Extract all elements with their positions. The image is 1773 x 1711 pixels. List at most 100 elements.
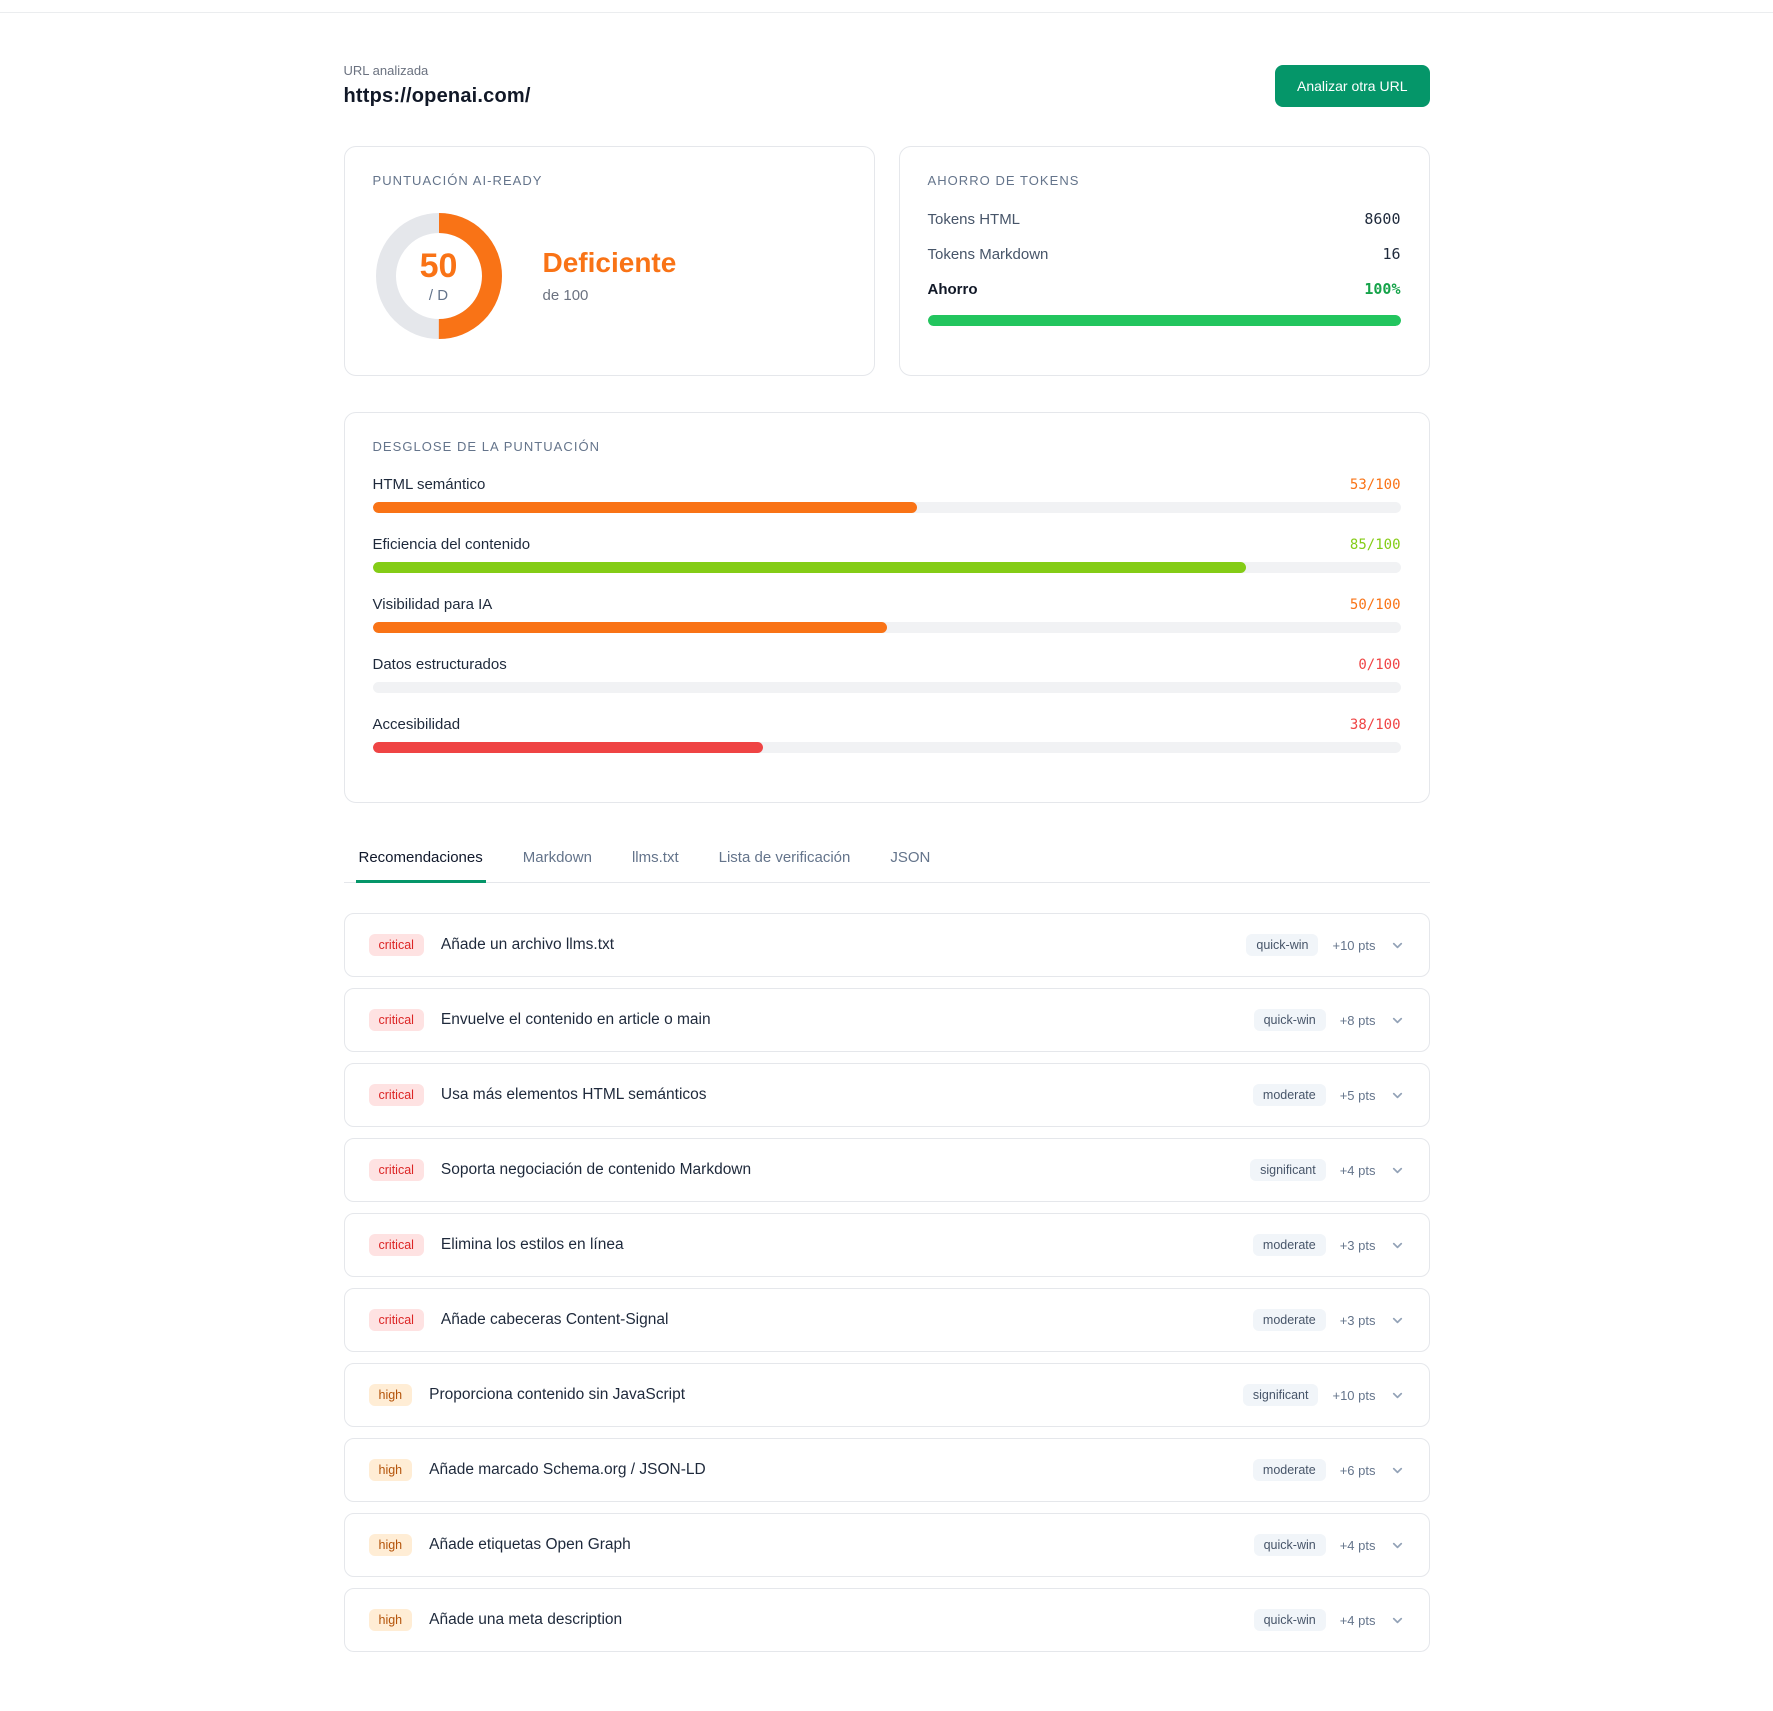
score-donut-gauge: 50 / D [373, 210, 505, 342]
points-label: +3 pts [1339, 1312, 1376, 1328]
tab[interactable]: Recomendaciones [355, 839, 486, 883]
metric-label: Eficiencia del contenido [372, 536, 531, 553]
token-row: Tokens Markdown 16 [928, 245, 1401, 263]
severity-badge: critical [368, 1083, 424, 1107]
recommendation-row[interactable]: critical Elimina los estilos en línea mo… [343, 1213, 1430, 1277]
savings-value: 100% [1364, 280, 1401, 298]
token-rows: Tokens HTML 8600 Tokens Markdown 16 Ahor… [927, 210, 1401, 326]
score-of-label: de 100 [542, 286, 589, 304]
metric-bar-track [372, 562, 1401, 573]
recommendation-title: Añade etiquetas Open Graph [429, 1536, 631, 1553]
chevron-down-icon[interactable] [1390, 938, 1405, 953]
savings-label: Ahorro [927, 280, 978, 298]
metric-label: Datos estructurados [372, 656, 507, 673]
gauge-center: 50 / D [373, 210, 505, 342]
recommendation-right: quick-win +4 pts [1253, 1608, 1405, 1632]
severity-badge: critical [368, 1008, 424, 1032]
effort-badge: quick-win [1253, 1608, 1326, 1632]
chevron-down-icon[interactable] [1390, 1163, 1405, 1178]
recommendation-right: quick-win +4 pts [1253, 1533, 1405, 1557]
analyze-another-url-button[interactable]: Analizar otra URL [1275, 64, 1430, 107]
chevron-down-icon[interactable] [1390, 1538, 1405, 1553]
metric-head: Accesibilidad 38/100 [373, 716, 1401, 733]
recommendation-row[interactable]: high Proporciona contenido sin JavaScrip… [343, 1363, 1430, 1427]
points-label: +8 pts [1339, 1012, 1376, 1028]
score-card-title: PUNTUACIÓN AI-READY [372, 173, 543, 188]
tab[interactable]: JSON [890, 849, 931, 866]
severity-badge: high [368, 1608, 413, 1632]
recommendation-right: moderate +6 pts [1252, 1458, 1405, 1482]
severity-badge: high [368, 1383, 413, 1407]
recommendations-list: critical Añade un archivo llms.txt quick… [343, 913, 1430, 1652]
recommendation-title: Soporta negociación de contenido Markdow… [440, 1161, 752, 1178]
recommendation-title: Añade un archivo llms.txt [440, 936, 615, 953]
analyzed-url: https://openai.com/ [343, 85, 531, 107]
metric-label: Visibilidad para IA [372, 596, 493, 613]
recommendation-left: critical Añade cabeceras Content-Signal [368, 1308, 669, 1332]
effort-badge: moderate [1252, 1233, 1326, 1257]
breakdown-metric: Visibilidad para IA 50/100 [372, 596, 1401, 633]
metric-head: HTML semántico 53/100 [373, 476, 1401, 493]
metric-score: 38/100 [1349, 717, 1401, 733]
recommendation-right: moderate +3 pts [1252, 1233, 1405, 1257]
score-breakdown-card: DESGLOSE DE LA PUNTUACIÓN HTML semántico… [343, 412, 1430, 803]
breakdown-metrics: HTML semántico 53/100 Eficiencia del con… [372, 476, 1401, 753]
recommendation-row[interactable]: high Añade una meta description quick-wi… [343, 1588, 1430, 1652]
recommendation-title: Añade cabeceras Content-Signal [440, 1311, 669, 1328]
gauge-svg [375, 213, 502, 339]
recommendation-row[interactable]: critical Usa más elementos HTML semántic… [343, 1063, 1430, 1127]
recommendation-row[interactable]: high Añade etiquetas Open Graph quick-wi… [343, 1513, 1430, 1577]
metric-bar-track [372, 742, 1401, 753]
chevron-down-icon[interactable] [1390, 1238, 1405, 1253]
metric-label: HTML semántico [372, 476, 486, 493]
points-label: +6 pts [1339, 1462, 1376, 1478]
recommendation-right: moderate +5 pts [1252, 1083, 1405, 1107]
chevron-down-icon[interactable] [1390, 1388, 1405, 1403]
recommendation-row[interactable]: critical Añade un archivo llms.txt quick… [343, 913, 1430, 977]
metric-head: Datos estructurados 0/100 [373, 656, 1401, 673]
recommendation-left: critical Usa más elementos HTML semántic… [368, 1083, 707, 1107]
recommendation-row[interactable]: critical Soporta negociación de contenid… [343, 1138, 1430, 1202]
score-gauge-wrap: 50 / D Deficiente de 100 [373, 210, 846, 342]
points-label: +5 pts [1339, 1087, 1376, 1103]
chevron-down-icon[interactable] [1390, 1463, 1405, 1478]
metric-bar-fill [372, 502, 918, 513]
savings-progress-fill [927, 315, 1401, 326]
metric-bar-fill [372, 742, 764, 753]
verdict-block: Deficiente de 100 [542, 247, 677, 304]
metric-score: 85/100 [1349, 537, 1401, 553]
points-label: +4 pts [1339, 1162, 1376, 1178]
effort-badge: quick-win [1253, 1008, 1326, 1032]
tokens-card-title: AHORRO DE TOKENS [927, 173, 1080, 188]
metric-score: 53/100 [1349, 477, 1401, 493]
result-tabs: Recomendaciones Markdown llms.txt Lista … [343, 839, 1430, 883]
tab[interactable]: Lista de verificación [718, 849, 851, 866]
severity-badge: high [368, 1533, 413, 1557]
tab[interactable]: llms.txt [631, 849, 679, 866]
effort-badge: significant [1250, 1158, 1326, 1182]
token-row-label: Tokens Markdown [927, 245, 1049, 263]
effort-badge: quick-win [1253, 1533, 1326, 1557]
token-row: Tokens HTML 8600 [928, 210, 1401, 228]
tab[interactable]: Markdown [522, 849, 592, 866]
points-label: +3 pts [1339, 1237, 1376, 1253]
summary-cards-row: PUNTUACIÓN AI-READY 50 / D Deficiente de… [343, 146, 1430, 376]
recommendation-row[interactable]: critical Añade cabeceras Content-Signal … [343, 1288, 1430, 1352]
metric-bar-track [372, 622, 1401, 633]
score-value: 50 [419, 246, 458, 285]
chevron-down-icon[interactable] [1390, 1013, 1405, 1028]
breakdown-metric: Accesibilidad 38/100 [372, 716, 1401, 753]
points-label: +4 pts [1339, 1537, 1376, 1553]
recommendation-row[interactable]: critical Envuelve el contenido en articl… [343, 988, 1430, 1052]
recommendation-right: quick-win +8 pts [1253, 1008, 1405, 1032]
chevron-down-icon[interactable] [1390, 1313, 1405, 1328]
effort-badge: moderate [1252, 1083, 1326, 1107]
token-row-value: 16 [1382, 245, 1401, 263]
metric-head: Eficiencia del contenido 85/100 [373, 536, 1401, 553]
chevron-down-icon[interactable] [1390, 1088, 1405, 1103]
page-header: URL analizada https://openai.com/ Analiz… [344, 63, 1430, 108]
recommendation-title: Envuelve el contenido en article o main [440, 1011, 711, 1028]
token-row-label: Tokens HTML [927, 210, 1021, 228]
recommendation-row[interactable]: high Añade marcado Schema.org / JSON-LD … [343, 1438, 1430, 1502]
chevron-down-icon[interactable] [1390, 1613, 1405, 1628]
